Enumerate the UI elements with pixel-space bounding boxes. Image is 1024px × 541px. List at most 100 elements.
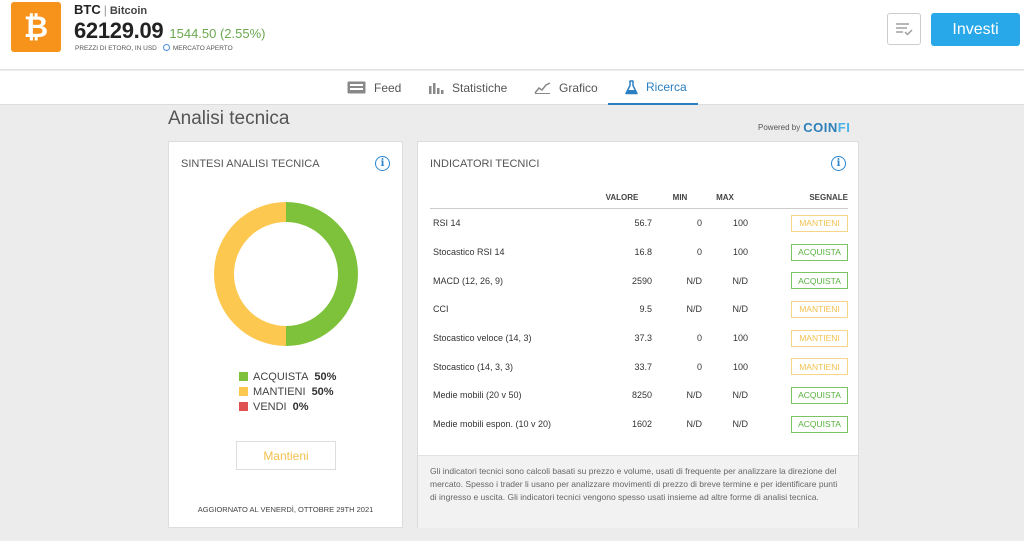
indicator-signal-cell: ACQUISTA [748, 243, 848, 261]
indicator-value: 1602 [631, 419, 652, 430]
indicator-name: CCI [433, 304, 449, 315]
indicator-max: N/D [732, 275, 749, 286]
indicator-signal-cell: MANTIENI [748, 358, 848, 376]
tab-grafico[interactable]: Grafico [534, 71, 598, 104]
legend-item-mantieni: MANTIENI 50% [239, 384, 336, 399]
table-header: VALORE MIN MAX SEGNALE [430, 187, 848, 209]
flask-icon [625, 79, 638, 95]
indicator-value: 33.7 [634, 361, 652, 372]
bar-chart-icon [428, 81, 444, 94]
tab-statistiche-label: Statistiche [452, 80, 508, 95]
indicator-max: N/D [732, 304, 749, 315]
summary-legend: ACQUISTA 50% MANTIENI 50% VENDI 0% [239, 369, 336, 414]
legend-swatch-mantieni [239, 387, 248, 396]
indicator-value: 37.3 [634, 333, 652, 344]
asset-ticker: BTC | Bitcoin [74, 2, 147, 17]
indicator-max: 100 [732, 333, 748, 344]
indicator-signal-cell: ACQUISTA [748, 386, 848, 404]
ticker-separator: | [103, 3, 107, 17]
indicator-name: Stocastico veloce (14, 3) [433, 333, 532, 344]
signal-badge: MANTIENI [791, 358, 848, 376]
legend-pct-mantieni: 50% [311, 385, 334, 398]
indicator-min: N/D [686, 304, 703, 315]
price-row: 62129.09 1544.50 (2.55%) [74, 18, 266, 44]
summary-donut-chart [214, 202, 358, 346]
indicator-max: N/D [732, 390, 749, 401]
legend-item-acquista: ACQUISTA 50% [239, 369, 336, 384]
header-valore: VALORE [605, 193, 639, 202]
table-row: RSI 14 56.7 0 100 MANTIENI [430, 209, 848, 238]
legend-pct-acquista: 50% [314, 370, 337, 383]
signal-badge: MANTIENI [791, 300, 848, 318]
indicator-min: N/D [686, 275, 703, 286]
line-chart-icon [534, 81, 551, 94]
watchlist-button[interactable] [887, 13, 921, 45]
indicator-value: 16.8 [634, 247, 652, 258]
table-row: CCI 9.5 N/D N/D MANTIENI [430, 295, 848, 324]
asset-name: Bitcoin [109, 5, 148, 17]
powered-by-label: Powered by [758, 123, 801, 132]
indicator-min: N/D [686, 419, 703, 430]
info-icon[interactable]: i [375, 156, 390, 171]
table-row: Medie mobili espon. (10 v 20) 1602 N/D N/D A… [430, 410, 848, 439]
donut-segment-mantieni [214, 202, 286, 346]
indicator-name: Stocastico RSI 14 [433, 247, 505, 258]
updated-date: AGGIORNATO AL VENERDÌ, OTTOBRE 29TH 2021 [197, 505, 374, 514]
watchlist-icon [896, 23, 913, 36]
signal-badge: ACQUISTA [791, 415, 848, 433]
donut-segment-acquista [286, 202, 358, 346]
bitcoin-glyph: ₿ [24, 11, 48, 44]
tab-ricerca-label: Ricerca [646, 80, 687, 94]
asset-price: 62129.09 [74, 18, 164, 43]
powered-by[interactable]: Powered by COINFI [758, 120, 850, 135]
indicators-title: INDICATORI TECNICI [430, 158, 540, 170]
asset-header: ₿ BTC | Bitcoin 62129.09 1544.50 (2.55%) PR… [0, 0, 1024, 70]
page-title: Analisi tecnica [168, 108, 290, 129]
legend-item-vendi: VENDI 0% [239, 399, 336, 414]
coinfi-logo: COINFI [803, 120, 850, 135]
indicator-name: RSI 14 [433, 218, 461, 229]
indicator-max: 100 [732, 247, 748, 258]
legend-pct-vendi: 0% [292, 400, 309, 413]
legend-swatch-acquista [239, 372, 248, 381]
tab-ricerca[interactable]: Ricerca [608, 71, 698, 105]
indicators-card: INDICATORI TECNICI i VALORE MIN MAX SEGN… [417, 141, 859, 528]
indicator-min: 0 [696, 218, 702, 229]
indicator-min: N/D [686, 390, 703, 401]
table-row: Stocastico (14, 3, 3) 33.7 0 100 MANTIENI [430, 352, 848, 381]
section-tabs: Feed Statistiche Grafico Ricerca [0, 71, 1024, 105]
indicators-description: Gli indicatori tecnici sono calcoli basa… [418, 455, 858, 528]
indicator-max: 100 [732, 361, 748, 372]
svg-text:₿: ₿ [24, 11, 48, 44]
price-note-row: PREZZI DI ETORO, IN USD MERCATO APERTO [75, 44, 233, 52]
asset-symbol: BTC [74, 2, 101, 17]
tab-statistiche[interactable]: Statistiche [428, 71, 507, 104]
indicator-signal-cell: ACQUISTA [748, 272, 848, 290]
legend-label-mantieni: MANTIENI [253, 385, 306, 398]
clock-icon [162, 44, 170, 51]
indicator-min: 0 [696, 333, 702, 344]
table-row: Stocastico RSI 14 16.8 0 100 ACQUISTA [430, 238, 848, 267]
price-change: 1544.50 (2.55%) [169, 26, 266, 41]
indicator-min: 0 [696, 247, 702, 258]
legend-swatch-vendi [239, 402, 248, 411]
indicator-name: MACD (12, 26, 9) [433, 275, 504, 286]
tab-feed[interactable]: Feed [347, 71, 401, 104]
signal-badge: MANTIENI [791, 329, 848, 347]
table-body: RSI 14 56.7 0 100 MANTIENI Stocastico RSI 14 1… [430, 209, 848, 439]
indicator-value: 2590 [631, 275, 652, 286]
signal-badge: ACQUISTA [791, 386, 848, 404]
coinfi-logo-part2: FI [837, 120, 851, 135]
info-icon[interactable]: i [831, 156, 846, 171]
indicator-signal-cell: MANTIENI [748, 329, 848, 347]
indicator-min: 0 [696, 361, 702, 372]
indicator-signal-cell: MANTIENI [748, 300, 848, 318]
table-row: MACD (12, 26, 9) 2590 N/D N/D ACQUISTA [430, 266, 848, 295]
coinfi-logo-part1: COIN [803, 120, 838, 135]
price-note: PREZZI DI ETORO, IN USD [75, 45, 157, 52]
indicator-max: N/D [732, 419, 749, 430]
header-min: MIN [672, 193, 688, 202]
market-status: MERCATO APERTO [172, 45, 233, 52]
invest-button[interactable]: Investi [931, 13, 1020, 46]
indicator-signal-cell: MANTIENI [748, 214, 848, 232]
